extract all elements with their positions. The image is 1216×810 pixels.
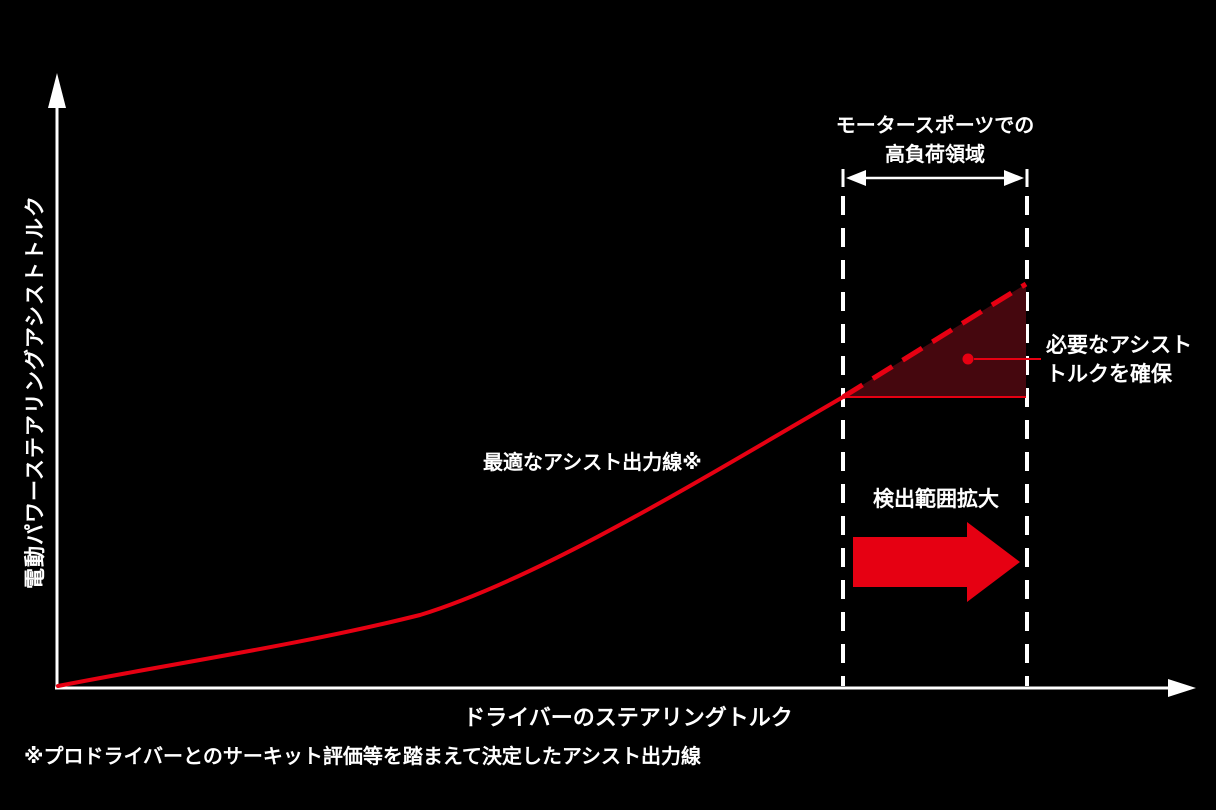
y-axis-label: 電動パワーステアリングアシストトルク: [24, 194, 47, 590]
expanded-assist-dashed-line: [841, 281, 1028, 400]
range-arrowhead-left-icon: [846, 170, 866, 186]
range-arrowhead-right-icon: [1004, 170, 1024, 186]
secured-torque-label-line2: トルクを確保: [1046, 363, 1172, 386]
y-axis-arrowhead-icon: [48, 73, 66, 108]
secured-torque-label: 必要なアシスト トルクを確保: [1046, 331, 1192, 389]
assist-output-curve: [56, 395, 845, 688]
x-axis-label: ドライバーのステアリングトルク: [463, 705, 793, 730]
detection-expansion-label: 検出範囲拡大: [873, 488, 999, 511]
high-load-region-label: モータースポーツでの 高負荷領域: [836, 112, 1035, 170]
high-load-region-label-line1: モータースポーツでの: [835, 115, 1035, 137]
x-axis-arrowhead-icon: [1168, 679, 1196, 697]
high-load-region-label-line2: 高負荷領域: [884, 144, 985, 166]
detection-expansion-arrow-icon: [853, 522, 1020, 602]
annotation-leader-dot: [962, 353, 974, 365]
secured-torque-label-line1: 必要なアシスト: [1046, 334, 1193, 357]
curve-label: 最適なアシスト出力線※: [483, 452, 702, 474]
footnote: ※プロドライバーとのサーキット評価等を踏まえて決定したアシスト出力線: [24, 746, 702, 768]
